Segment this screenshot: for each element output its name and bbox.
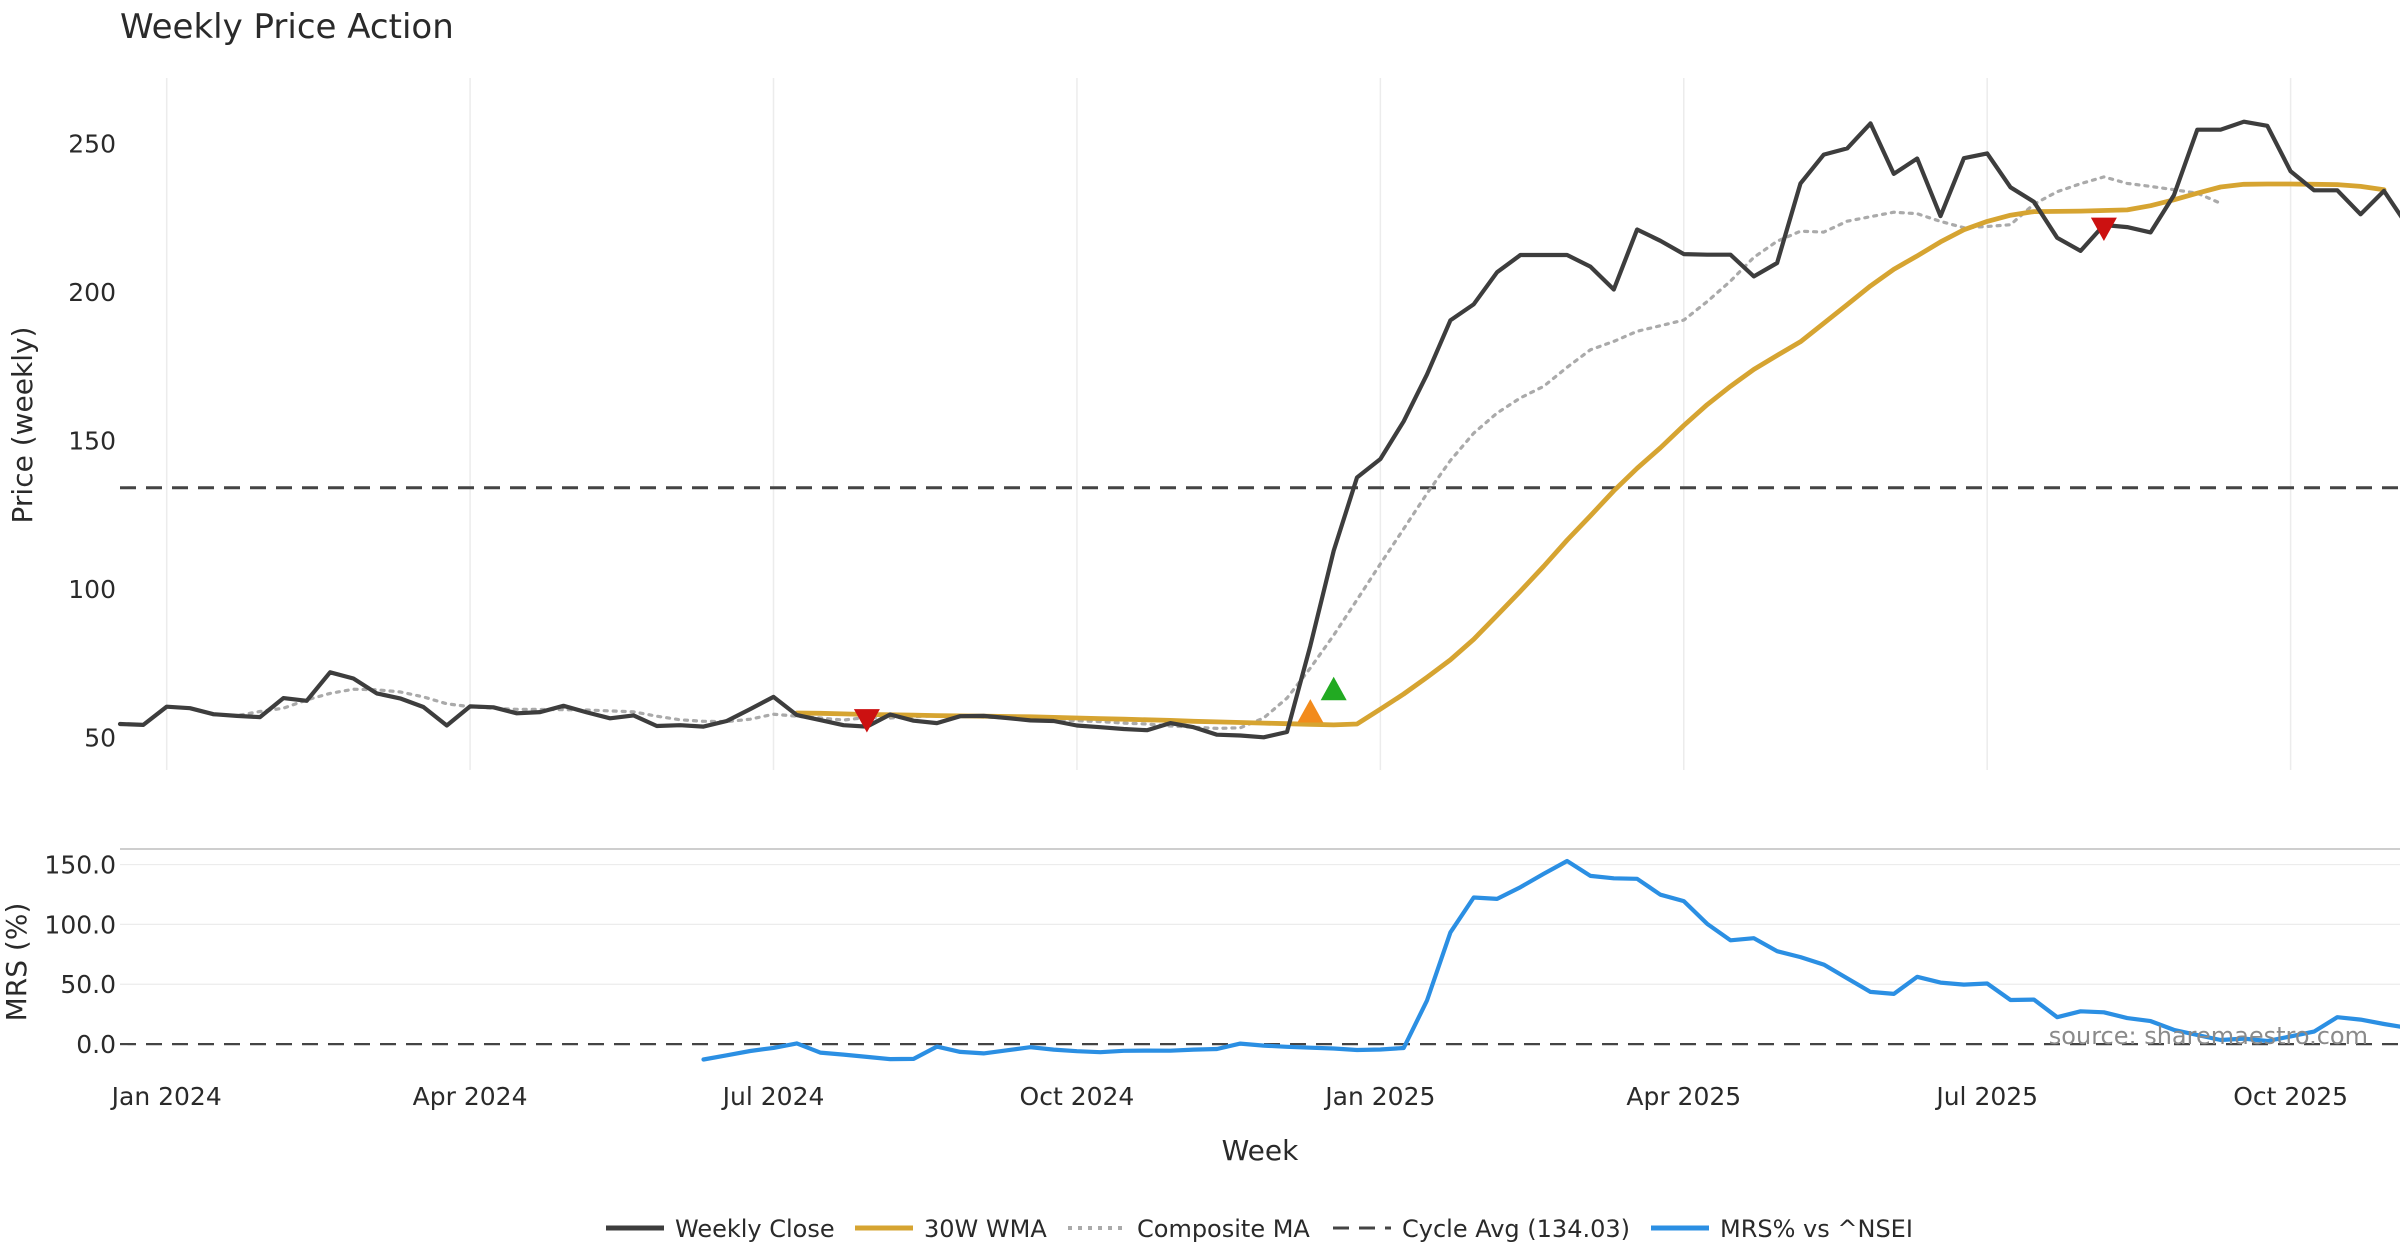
- composite-ma-line: [211, 175, 2223, 731]
- mrs-series-group: [701, 858, 2400, 1062]
- legend-item-1: 30W WMA: [855, 1215, 1047, 1243]
- mrs-y-axis-title: MRS (%): [0, 903, 33, 1022]
- chart-title: Weekly Price Action: [120, 7, 454, 47]
- mrs-line: [701, 858, 2400, 1062]
- x-tick-label: Jul 2024: [721, 1082, 825, 1111]
- mrs-y-ticks: 0.0 50.0 100.0 150.0: [44, 851, 116, 1060]
- x-axis-title: Week: [1222, 1134, 1299, 1167]
- price-y-tick-label: 150: [68, 426, 116, 455]
- legend-label: Weekly Close: [675, 1215, 835, 1243]
- legend-item-2: Composite MA: [1068, 1215, 1310, 1243]
- source-note: source: sharemaestro.com: [2049, 1022, 2368, 1050]
- x-tick-label: Apr 2025: [1626, 1082, 1741, 1111]
- legend: Weekly Close 30W WMA Composite MA Cycle Avg…: [606, 1215, 1913, 1243]
- buy-signal-marker-2: [1320, 676, 1347, 701]
- mrs-y-tick-label: 150.0: [44, 851, 116, 880]
- price-y-tick-label: 50: [84, 723, 116, 752]
- signal-markers: [853, 217, 2117, 733]
- wma-30w-line: [794, 181, 2387, 728]
- mrs-y-tick-label: 0.0: [76, 1030, 116, 1059]
- x-tick-label: Jan 2025: [1323, 1082, 1435, 1111]
- price-series-group: [117, 119, 2400, 740]
- x-tick-label: Jul 2025: [1934, 1082, 2038, 1111]
- legend-label: Composite MA: [1137, 1215, 1310, 1243]
- legend-item-0: Weekly Close: [606, 1215, 835, 1243]
- x-axis-ticks: Jan 2024 Apr 2024 Jul 2024 Oct 2024 Jan 2025…: [110, 1082, 2348, 1111]
- mrs-gridlines: [120, 863, 2400, 985]
- weekly-close-line: [117, 119, 2400, 740]
- sell-signal-marker-3: [2090, 217, 2117, 241]
- price-y-tick-label: 200: [68, 278, 116, 307]
- alert-signal-marker-1: [1297, 699, 1324, 723]
- x-tick-label: Oct 2024: [1020, 1082, 1135, 1111]
- mrs-panel: 0.0 50.0 100.0 150.0 MRS (%): [0, 851, 2400, 1062]
- x-tick-label: Oct 2025: [2233, 1082, 2348, 1111]
- x-tick-label: Jan 2024: [110, 1082, 222, 1111]
- x-tick-label: Apr 2024: [413, 1082, 528, 1111]
- price-y-tick-label: 100: [68, 575, 116, 604]
- mrs-y-tick-label: 100.0: [44, 910, 116, 939]
- legend-label: 30W WMA: [924, 1215, 1047, 1243]
- price-y-tick-label: 250: [68, 129, 116, 158]
- legend-item-3: Cycle Avg (134.03): [1333, 1215, 1630, 1243]
- legend-label: MRS% vs ^NSEI: [1720, 1215, 1913, 1243]
- price-y-axis-title: Price (weekly): [6, 327, 39, 524]
- mrs-y-tick-label: 50.0: [60, 970, 116, 999]
- sell-signal-marker-0: [853, 709, 880, 733]
- price-gridlines: [165, 78, 2292, 770]
- price-panel: 50 100 150 200 250 Price (weekly): [6, 78, 2400, 770]
- price-y-ticks: 50 100 150 200 250: [68, 129, 116, 752]
- legend-item-4: MRS% vs ^NSEI: [1651, 1215, 1913, 1243]
- legend-label: Cycle Avg (134.03): [1402, 1215, 1630, 1243]
